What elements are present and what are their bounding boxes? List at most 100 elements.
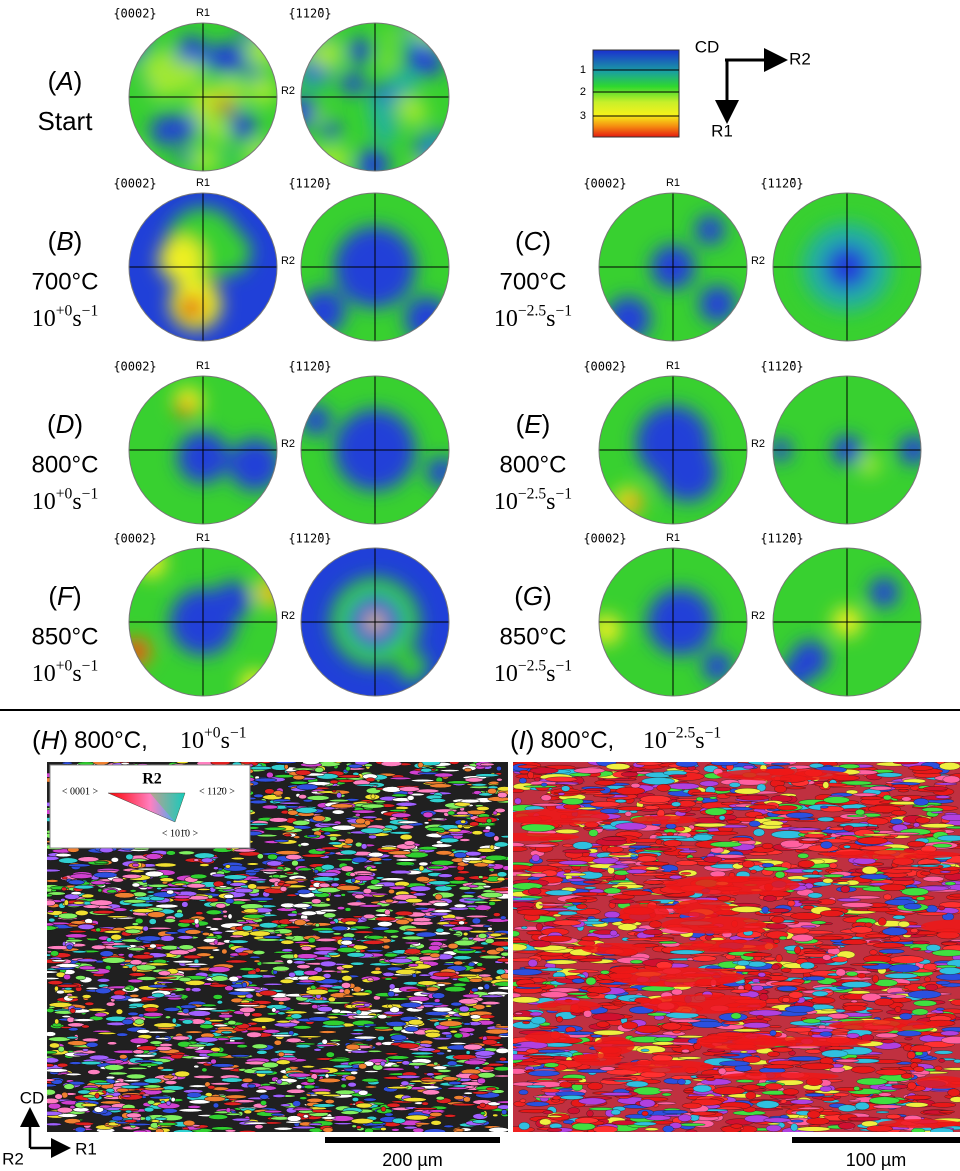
grain xyxy=(226,960,248,963)
grain xyxy=(777,986,797,991)
grain xyxy=(483,925,491,927)
grain xyxy=(476,806,489,810)
grain xyxy=(217,1000,223,1004)
grain xyxy=(375,1062,381,1065)
grain xyxy=(225,1129,236,1132)
pole-blob xyxy=(397,652,427,682)
pole-label: {112̄0} xyxy=(760,360,803,374)
grain xyxy=(316,872,338,876)
grain xyxy=(211,761,231,766)
grain xyxy=(556,1016,563,1022)
grain xyxy=(771,973,783,976)
grain xyxy=(73,1053,88,1056)
grain xyxy=(179,1109,202,1112)
grain xyxy=(385,909,391,915)
rate-unit: s xyxy=(546,306,555,332)
grain xyxy=(58,1046,64,1052)
grain xyxy=(652,1052,683,1055)
grain xyxy=(445,986,466,991)
grain xyxy=(287,1116,301,1122)
grain xyxy=(764,957,776,961)
grain xyxy=(139,887,147,889)
grain xyxy=(591,1035,603,1038)
rate-base: 10 xyxy=(32,489,56,515)
grain xyxy=(678,1057,702,1060)
grain xyxy=(786,787,806,789)
grain xyxy=(392,1118,405,1123)
grain xyxy=(609,853,629,856)
grain xyxy=(138,1014,144,1017)
grain xyxy=(213,867,218,870)
grain xyxy=(214,1024,228,1027)
grain xyxy=(364,1070,378,1072)
grain xyxy=(262,1026,266,1029)
grain xyxy=(66,939,83,942)
grain xyxy=(482,829,490,832)
grain xyxy=(340,850,356,855)
grain xyxy=(112,1116,123,1121)
grain xyxy=(435,894,442,900)
rate-unit: s xyxy=(72,306,81,332)
pole-blob xyxy=(413,160,428,175)
grain xyxy=(197,953,212,957)
grain xyxy=(600,970,609,974)
pole-blob xyxy=(780,659,810,689)
grain xyxy=(494,1066,511,1071)
grain xyxy=(259,922,278,928)
grain xyxy=(700,781,719,787)
grain xyxy=(433,902,449,906)
panel-label: (G) xyxy=(514,581,552,611)
grain xyxy=(356,784,378,786)
grain xyxy=(128,1012,139,1016)
grain xyxy=(400,834,412,840)
grain xyxy=(352,810,375,813)
grain xyxy=(385,899,393,902)
grain xyxy=(359,1063,367,1069)
grain xyxy=(802,869,823,872)
grain xyxy=(126,1074,146,1079)
grain xyxy=(672,1030,681,1033)
grain xyxy=(364,764,372,767)
grain xyxy=(798,860,815,867)
grain xyxy=(150,944,157,948)
rate-base: 10 xyxy=(494,661,518,687)
grain xyxy=(145,871,164,877)
grain xyxy=(458,871,470,874)
grain xyxy=(474,901,488,903)
grain xyxy=(464,892,476,894)
grain xyxy=(497,958,511,962)
grain xyxy=(346,1044,360,1050)
grain xyxy=(301,911,317,916)
grain xyxy=(334,894,342,897)
grain xyxy=(88,1069,101,1074)
grain xyxy=(501,952,510,956)
grain xyxy=(363,940,384,944)
grain xyxy=(194,1065,199,1068)
grain xyxy=(508,931,519,937)
grain xyxy=(256,881,266,883)
grain xyxy=(39,926,56,931)
grain xyxy=(132,923,139,926)
grain xyxy=(304,970,319,975)
grain xyxy=(573,842,593,850)
grain xyxy=(278,1012,286,1015)
rate-exponent: −2.5 xyxy=(518,485,546,502)
grain xyxy=(280,886,287,891)
grain xyxy=(179,977,192,981)
rate-unit: s xyxy=(546,489,555,515)
grain xyxy=(50,951,58,957)
grain xyxy=(426,1073,434,1076)
grain xyxy=(315,957,331,960)
grain xyxy=(408,1019,423,1025)
rate-unit-exponent: −1 xyxy=(556,302,573,319)
grain xyxy=(844,845,851,848)
grain xyxy=(684,1090,694,1092)
grain xyxy=(38,1084,56,1087)
pole-blob xyxy=(368,96,396,124)
grain xyxy=(223,915,227,918)
grain xyxy=(313,877,334,882)
grain xyxy=(483,885,491,887)
grain xyxy=(77,959,98,962)
grain xyxy=(152,993,165,998)
grain xyxy=(196,946,218,949)
